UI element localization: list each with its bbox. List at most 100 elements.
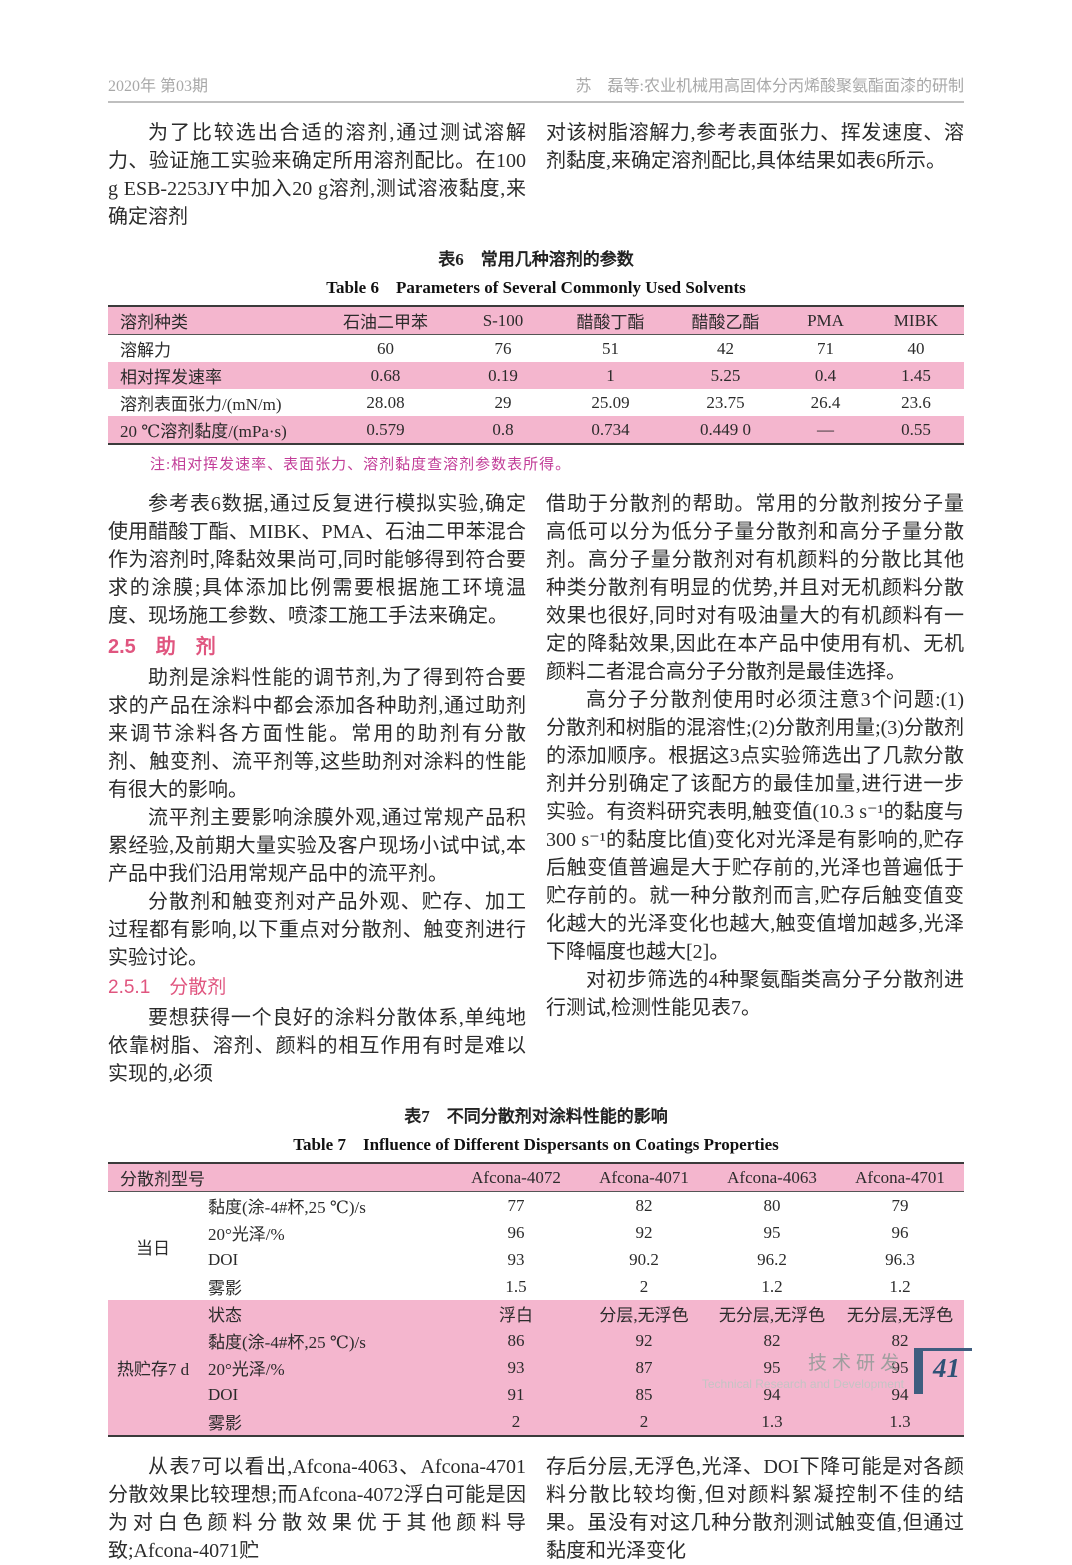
table-row: DOI 93 90.2 96.2 96.3 <box>108 1246 964 1273</box>
row-label: 溶剂表面张力/(mN/m) <box>120 395 282 414</box>
page-number-box: 41 <box>914 1348 972 1394</box>
header-rule <box>108 101 964 103</box>
table7-block: 表7 不同分散剂对涂料性能的影响 Table 7 Influence of Di… <box>108 1102 964 1437</box>
table-row: 溶解力 60 76 51 42 71 40 <box>108 335 964 363</box>
table-cell: 80 <box>763 1195 781 1215</box>
header-issue: 2020年 第03期 <box>108 78 209 95</box>
column-header: 分散剂型号 <box>120 1170 205 1189</box>
column-header: 石油二甲苯 <box>343 313 428 332</box>
table-cell: 23.6 <box>901 392 931 412</box>
header-article-title: 苏 磊等:农业机械用高固体分丙烯酸聚氨酯面漆的研制 <box>575 78 964 95</box>
table-cell: 1.45 <box>901 365 931 385</box>
table-cell: 0.19 <box>488 365 518 385</box>
table-cell: 23.75 <box>706 392 745 412</box>
table-cell: 29 <box>494 392 512 412</box>
column-header: Afcona-4701 <box>855 1167 945 1187</box>
table-cell: 87 <box>635 1357 653 1377</box>
section-heading-2-5-1: 2.5.1 分散剂 <box>108 977 227 998</box>
table-cell: 96 <box>507 1222 525 1242</box>
column-header: 溶剂种类 <box>120 313 188 332</box>
table-row: 溶剂表面张力/(mN/m) 28.08 29 25.09 23.75 26.4 … <box>108 389 964 416</box>
table-cell: 无分层,无浮色 <box>846 1306 954 1325</box>
bottom-left-column: 从表7可以看出,Afcona-4063、Afcona-4701分散效果比较理想;… <box>108 1453 526 1565</box>
paragraph: 借助于分散剂的帮助。常用的分散剂按分子量高低可以分为低分子量分散剂和高分子量分散… <box>546 493 964 683</box>
column-header: MIBK <box>893 310 939 330</box>
page-number: 41 <box>933 1353 960 1383</box>
table-cell: 93 <box>507 1249 525 1269</box>
table7-caption-zh: 表7 不同分散剂对涂料性能的影响 <box>404 1107 668 1126</box>
bottom-columns: 从表7可以看出,Afcona-4063、Afcona-4701分散效果比较理想;… <box>108 1453 964 1565</box>
section-heading-2-5: 2.5 助 剂 <box>108 636 216 658</box>
paragraph: 助剂是涂料性能的调节剂,为了得到符合要求的产品在涂料中都会添加各种助剂,通过助剂… <box>108 667 526 801</box>
row-label: 20°光泽/% <box>208 1360 285 1379</box>
table-cell: 82 <box>763 1330 781 1350</box>
table-cell: 96.3 <box>885 1249 915 1269</box>
row-label: 相对挥发速率 <box>120 368 222 387</box>
table-cell: 92 <box>635 1222 653 1242</box>
table-row: 20 ℃溶剂黏度/(mPa·s) 0.579 0.8 0.734 0.449 0… <box>108 416 964 444</box>
table-cell: 0.4 <box>814 365 837 385</box>
row-label: 状态 <box>208 1306 242 1325</box>
table-cell: 0.55 <box>901 419 931 439</box>
column-header: PMA <box>807 310 844 330</box>
row-label: 黏度(涂-4#杯,25 ℃)/s <box>208 1198 366 1217</box>
column-header: Afcona-4063 <box>727 1167 817 1187</box>
table-cell: 94 <box>763 1384 781 1404</box>
table-cell: 91 <box>507 1384 525 1404</box>
paragraph: 流平剂主要影响涂膜外观,通过常规产品积累经验,及前期大量实验及客户现场小试中试,… <box>108 807 526 885</box>
table-cell: 2 <box>639 1411 649 1431</box>
column-header: 醋酸乙酯 <box>691 313 760 332</box>
table-cell: 28.08 <box>366 392 405 412</box>
table-row: 热贮存7 d 状态 浮白 分层,无浮色 无分层,无浮色 无分层,无浮色 <box>108 1300 964 1379</box>
row-label: DOI <box>208 1384 239 1404</box>
table-cell: 51 <box>602 338 619 358</box>
footer-section-title: 技术研发 Technical Research and Development <box>702 1348 904 1394</box>
row-group-label: 当日 <box>136 1238 170 1258</box>
table-cell: 42 <box>717 338 734 358</box>
table6-footnote: 注:相对挥发速率、表面张力、溶剂黏度查溶剂参数表所得。 <box>150 457 572 473</box>
paragraph: 分散剂和触变剂对产品外观、贮存、加工过程都有影响,以下重点对分散剂、触变剂进行实… <box>108 891 526 969</box>
row-label: 20°光泽/% <box>208 1225 285 1244</box>
table-7: 分散剂型号 Afcona-4072 Afcona-4071 Afcona-406… <box>108 1162 964 1437</box>
table6-block: 表6 常用几种溶剂的参数 Table 6 Parameters of Sever… <box>108 245 964 474</box>
table7-caption-en: Table 7 Influence of Different Dispersan… <box>293 1135 779 1154</box>
paragraph: 对该树脂溶解力,参考表面张力、挥发速度、溶剂黏度,来确定溶剂配比,具体结果如表6… <box>546 122 964 172</box>
intro-columns: 为了比较选出合适的溶剂,通过测试溶解力、验证施工实验来确定所用溶剂配比。在100… <box>108 119 964 231</box>
table-row: 20°光泽/% 93 87 95 95 <box>108 1354 964 1381</box>
table-cell: 86 <box>507 1330 525 1350</box>
page-content: 2020年 第03期 苏 磊等:农业机械用高固体分丙烯酸聚氨酯面漆的研制 为了比… <box>108 0 964 1565</box>
bottom-right-column: 存后分层,无浮色,光泽、DOI下降可能是对各颜料分散比较均衡,但对颜料絮凝控制不… <box>546 1453 964 1565</box>
table-cell: 1.2 <box>889 1276 911 1296</box>
page-footer: 技术研发 Technical Research and Development … <box>0 1348 1072 1394</box>
paragraph: 从表7可以看出,Afcona-4063、Afcona-4701分散效果比较理想;… <box>108 1456 526 1562</box>
intro-left-column: 为了比较选出合适的溶剂,通过测试溶解力、验证施工实验来确定所用溶剂配比。在100… <box>108 119 526 231</box>
table-cell: 96.2 <box>757 1249 787 1269</box>
column-header: Afcona-4071 <box>599 1167 689 1187</box>
table-cell: 77 <box>507 1195 525 1215</box>
paragraph: 为了比较选出合适的溶剂,通过测试溶解力、验证施工实验来确定所用溶剂配比。在100… <box>108 122 526 228</box>
row-group-label: 热贮存7 d <box>116 1360 190 1379</box>
table-cell: 96 <box>891 1222 909 1242</box>
footer-section-en: Technical Research and Development <box>701 1377 904 1391</box>
table-cell: 79 <box>891 1195 909 1215</box>
table-cell: 0.8 <box>492 419 514 439</box>
table-cell: 82 <box>891 1330 909 1350</box>
table-6: 溶剂种类 石油二甲苯 S-100 醋酸丁酯 醋酸乙酯 PMA MIBK 溶解力 … <box>108 305 964 445</box>
table-cell: 94 <box>891 1384 909 1404</box>
table-cell: 1 <box>606 365 615 385</box>
table-cell: 浮白 <box>499 1306 533 1325</box>
table-row: DOI 91 85 94 94 <box>108 1381 964 1408</box>
table-cell: 1.2 <box>761 1276 783 1296</box>
table-cell: 76 <box>494 338 512 358</box>
table-cell: 25.09 <box>591 392 630 412</box>
table-cell: 71 <box>817 338 834 358</box>
table-cell: 95 <box>891 1357 909 1377</box>
table6-caption-en: Table 6 Parameters of Several Commonly U… <box>326 278 746 297</box>
body-columns: 参考表6数据,通过反复进行模拟实验,确定使用醋酸丁酯、MIBK、PMA、石油二甲… <box>108 490 964 1088</box>
table-cell: 无分层,无浮色 <box>718 1306 826 1325</box>
row-label: 20 ℃溶剂黏度/(mPa·s) <box>120 422 287 441</box>
table6-caption-zh: 表6 常用几种溶剂的参数 <box>438 250 634 269</box>
row-label: 雾影 <box>208 1279 242 1298</box>
table-row: 当日 黏度(涂-4#杯,25 ℃)/s 77 82 80 79 <box>108 1192 964 1258</box>
body-right-column: 借助于分散剂的帮助。常用的分散剂按分子量高低可以分为低分子量分散剂和高分子量分散… <box>546 490 964 1088</box>
